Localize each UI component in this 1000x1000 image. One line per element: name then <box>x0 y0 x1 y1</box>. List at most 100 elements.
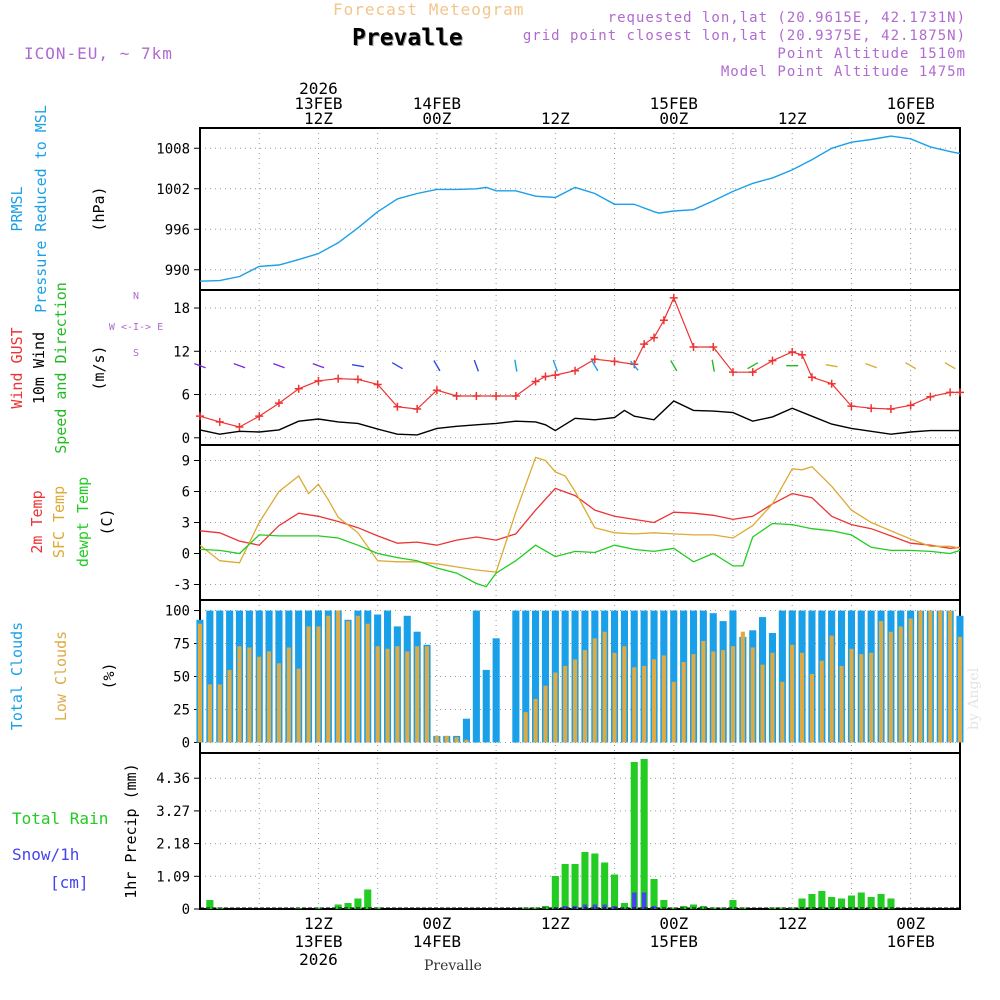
snow-bar <box>622 908 627 909</box>
rain-bar <box>847 895 855 909</box>
low-cloud-bar <box>681 662 686 743</box>
rain-bar <box>561 864 569 909</box>
low-cloud-bar <box>750 647 755 743</box>
snow-bar <box>632 892 637 909</box>
low-cloud-bar <box>671 681 676 743</box>
y-tick-label: 996 <box>165 222 190 238</box>
wind-direction-arrow <box>473 359 480 372</box>
rain-bar <box>640 759 648 909</box>
low-cloud-bar <box>800 652 805 743</box>
low-cloud-bar <box>563 665 568 743</box>
y-tick-label: 6 <box>182 485 190 501</box>
y-tick-label: 1002 <box>156 182 190 198</box>
low-cloud-bar <box>869 652 874 743</box>
gust-marker <box>886 404 895 413</box>
y-tick-label: 1.09 <box>156 869 190 885</box>
total-cloud-bar <box>522 610 530 743</box>
wind-direction-arrow <box>273 362 285 369</box>
watermark: by Angel <box>966 667 982 730</box>
rain-bar <box>798 898 806 909</box>
low-cloud-bar <box>642 665 647 743</box>
gust-marker <box>541 372 550 381</box>
total-cloud-bar <box>482 669 490 743</box>
model-label: ICON-EU, ~ 7km <box>24 44 173 63</box>
low-cloud-bar <box>543 685 548 743</box>
gust-marker <box>946 388 955 397</box>
wind-direction-arrow <box>433 360 441 372</box>
rain-bar <box>206 900 214 909</box>
rain-bar <box>295 908 303 909</box>
y-tick-label: 12 <box>173 344 190 360</box>
low-cloud-bar <box>247 647 252 743</box>
gust-line <box>199 296 960 428</box>
total-cloud-bar <box>532 610 540 743</box>
dewpt-label: dewpt Temp <box>74 477 92 567</box>
gust-marker <box>827 379 836 388</box>
gust-marker <box>274 399 283 408</box>
time-label-top: 12Z <box>778 109 807 128</box>
gust-marker <box>373 380 382 389</box>
low-cloud-bar <box>661 655 666 743</box>
low-cloud-bar <box>908 618 913 743</box>
gust-marker <box>215 417 224 426</box>
y-tick-label: 18 <box>173 301 190 317</box>
rain-bar <box>591 853 599 909</box>
page-title: Prevalle <box>352 25 463 51</box>
gust-marker <box>314 376 323 385</box>
wind-direction-arrow <box>711 359 715 372</box>
wind-direction-arrow <box>865 362 878 369</box>
low-cloud-bar <box>257 656 262 743</box>
low-cloud-bar <box>721 650 726 743</box>
rain-label: Total Rain <box>12 809 108 828</box>
rain-bar <box>699 906 707 909</box>
low-cloud-bar <box>424 646 429 743</box>
low-cloud-bar <box>336 610 341 743</box>
total-cloud-bar <box>492 638 500 743</box>
low-cloud-bar <box>652 659 657 743</box>
low-cloud-bar <box>602 631 607 743</box>
y-tick-label: 75 <box>173 637 190 653</box>
gust-marker <box>906 401 915 410</box>
low-cloud-bar <box>296 668 301 743</box>
total-cloud-bar <box>216 610 224 743</box>
y-tick-label: 50 <box>173 670 190 686</box>
gust-marker <box>659 316 668 325</box>
low-cloud-bar <box>849 648 854 743</box>
chart-subtitle: Forecast Meteogram <box>333 0 525 19</box>
gust-marker <box>768 356 777 365</box>
y-tick-label: 0 <box>182 735 190 751</box>
low-clouds-label: Low Clouds <box>52 631 70 721</box>
snow-label: Snow/1h <box>12 845 79 864</box>
low-cloud-bar <box>434 735 439 743</box>
pressure-label-short: PRMSL <box>8 186 26 231</box>
rain-bar <box>551 876 559 909</box>
wind-direction-arrow <box>514 359 518 372</box>
panel-frame <box>199 752 961 910</box>
low-cloud-bar <box>701 640 706 743</box>
low-cloud-bar <box>859 654 864 743</box>
low-cloud-bar <box>365 623 370 743</box>
low-cloud-bar <box>306 626 311 743</box>
footer-location: Prevalle <box>424 958 482 974</box>
rain-bar <box>660 900 668 909</box>
y-tick-label: 25 <box>173 702 190 718</box>
rain-bar <box>630 762 638 909</box>
low-cloud-bar <box>197 623 202 743</box>
total-cloud-bar <box>541 610 549 743</box>
dewpt-line <box>199 522 961 588</box>
temp-unit: (C) <box>98 508 116 535</box>
rain-bar <box>690 904 698 909</box>
pressure-line <box>199 135 961 282</box>
gust-marker <box>807 373 816 382</box>
rain-bar <box>887 898 895 909</box>
wind-direction-arrow <box>312 362 325 369</box>
grid-point-coords: grid point closest lon,lat (20.9375E, 42… <box>522 28 966 44</box>
wind-direction-arrow <box>591 360 599 372</box>
gust-marker <box>353 375 362 384</box>
time-label-bottom: 14FEB <box>413 932 461 951</box>
low-cloud-bar <box>355 615 360 743</box>
low-cloud-bar <box>622 646 627 743</box>
low-cloud-bar <box>938 610 943 743</box>
wind-direction-arrow <box>629 360 639 371</box>
low-cloud-bar <box>405 651 410 743</box>
